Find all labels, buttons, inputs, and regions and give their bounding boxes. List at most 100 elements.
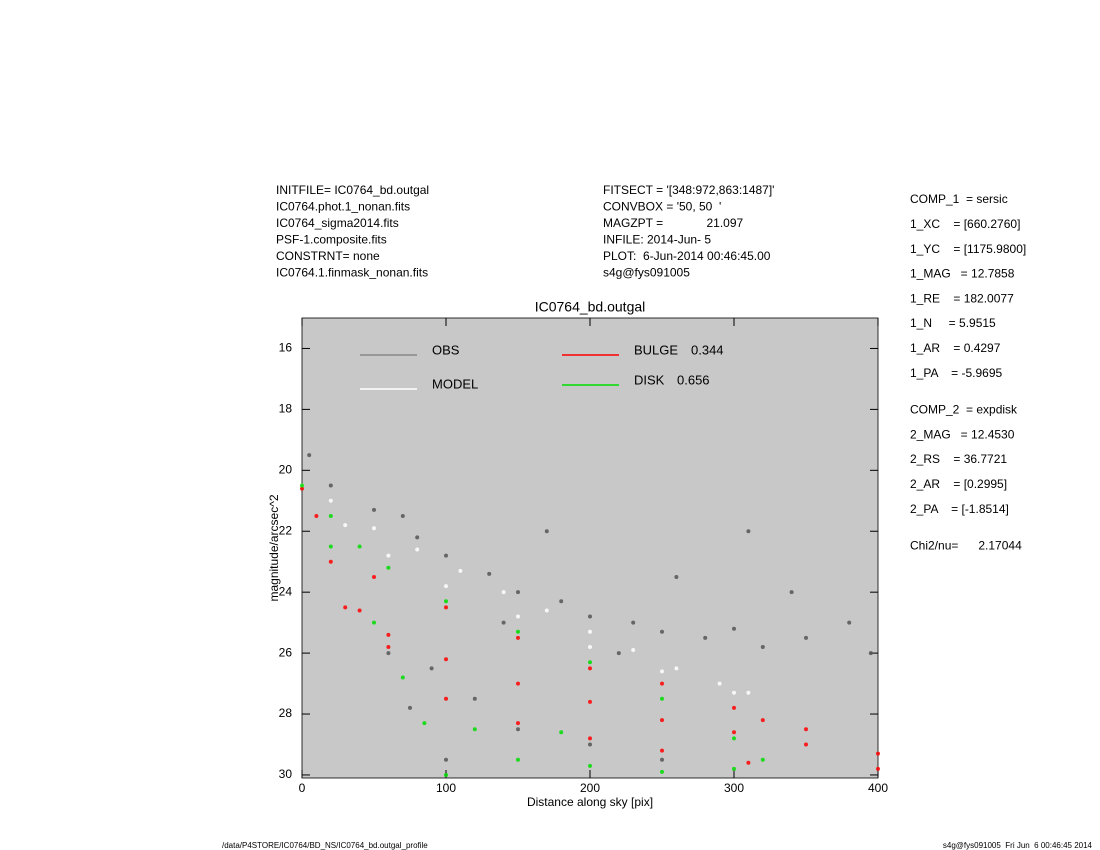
fit-parameter: Chi2/nu= 2.17044: [910, 539, 1022, 553]
data-point: [444, 696, 448, 701]
data-point: [400, 514, 405, 519]
data-point: [544, 608, 549, 613]
data-point: [372, 507, 376, 512]
x-tick-label: 100: [436, 781, 456, 795]
fit-parameter: 1_AR = 0.4297: [910, 341, 1001, 355]
data-point: [307, 453, 312, 458]
data-point: [559, 599, 564, 604]
header-left-line: IC0764_sigma2014.fits: [276, 216, 399, 230]
data-point: [516, 757, 520, 762]
data-point: [588, 660, 592, 665]
data-point: [588, 614, 592, 619]
header-middle-line: CONVBOX = '50, 50 ': [603, 200, 721, 214]
data-point: [746, 760, 751, 765]
x-tick-label: 400: [868, 781, 888, 795]
fit-parameter: 1_YC = [1175.9800]: [910, 242, 1026, 256]
data-point: [458, 568, 463, 573]
x-tick-label: 0: [299, 781, 306, 795]
data-point: [328, 514, 333, 519]
data-point: [588, 666, 592, 671]
fit-parameter: 2_PA = [-1.8514]: [910, 502, 1009, 516]
fit-parameter: 2_RS = 36.7721: [910, 452, 1007, 466]
data-point: [516, 614, 520, 619]
data-point: [343, 523, 348, 528]
data-point: [516, 721, 520, 726]
y-tick-label: 28: [279, 706, 293, 720]
data-point: [544, 529, 549, 534]
fit-parameter: 2_AR = [0.2995]: [910, 477, 1007, 491]
data-point: [847, 620, 852, 625]
data-point: [631, 620, 636, 625]
data-point: [804, 742, 808, 747]
data-point: [703, 635, 708, 640]
data-point: [386, 645, 391, 650]
data-point: [357, 608, 362, 613]
data-point: [429, 666, 434, 671]
data-point: [559, 730, 564, 735]
data-point: [588, 645, 592, 650]
footer-stamp: s4g@fys091005 Fri Jun 6 00:46:45 2014: [943, 841, 1093, 850]
y-axis-label: magnitude/arcsec^2: [267, 494, 281, 601]
data-point: [444, 757, 448, 762]
data-point: [516, 681, 520, 686]
y-tick-label: 22: [279, 523, 293, 537]
data-point: [588, 742, 592, 747]
data-point: [876, 751, 880, 756]
y-tick-label: 20: [279, 462, 293, 476]
data-point: [876, 766, 880, 771]
legend-label: BULGE: [634, 342, 678, 357]
data-point: [732, 690, 736, 695]
data-point: [501, 590, 506, 595]
legend-label: DISK: [634, 372, 665, 387]
data-point: [616, 651, 621, 656]
data-point: [631, 648, 636, 653]
legend-fraction: 0.656: [677, 372, 710, 387]
data-point: [804, 727, 808, 732]
data-point: [660, 757, 664, 762]
data-point: [732, 705, 736, 710]
plot-area: [301, 317, 879, 779]
data-point: [588, 763, 592, 768]
data-point: [516, 635, 520, 640]
data-point: [408, 705, 412, 710]
data-point: [444, 605, 448, 610]
data-point: [660, 696, 664, 701]
y-tick-label: 18: [279, 402, 293, 416]
data-point: [516, 629, 520, 634]
data-point: [789, 590, 794, 595]
data-point: [444, 772, 448, 777]
header-left-line: IC0764.phot.1_nonan.fits: [276, 200, 410, 214]
data-point: [717, 681, 722, 686]
data-point: [372, 620, 376, 625]
data-point: [746, 690, 751, 695]
data-point: [516, 727, 520, 732]
header-left-line: PSF-1.composite.fits: [276, 233, 387, 247]
data-point: [588, 736, 592, 741]
data-point: [732, 730, 736, 735]
data-point: [487, 571, 492, 576]
data-point: [588, 699, 592, 704]
data-point: [660, 681, 664, 686]
data-point: [314, 514, 319, 519]
data-point: [760, 718, 765, 723]
y-tick-label: 16: [279, 341, 293, 355]
chart-title: IC0764_bd.outgal: [535, 299, 646, 315]
data-point: [386, 553, 391, 558]
x-tick-label: 300: [724, 781, 744, 795]
data-point: [400, 675, 405, 680]
legend-label: OBS: [432, 342, 460, 357]
y-tick-label: 30: [279, 767, 293, 781]
fit-parameter: 2_MAG = 12.4530: [910, 427, 1015, 441]
data-point: [660, 629, 664, 634]
data-point: [328, 483, 333, 488]
data-point: [328, 544, 333, 549]
fit-parameter: 1_MAG = 12.7858: [910, 267, 1015, 281]
data-point: [444, 553, 448, 558]
data-point: [357, 544, 362, 549]
data-point: [444, 599, 448, 604]
data-point: [300, 486, 304, 491]
data-point: [674, 666, 679, 671]
header-middle-line: FITSECT = '[348:972,863:1487]': [603, 183, 774, 197]
x-axis-label: Distance along sky [pix]: [527, 795, 653, 809]
